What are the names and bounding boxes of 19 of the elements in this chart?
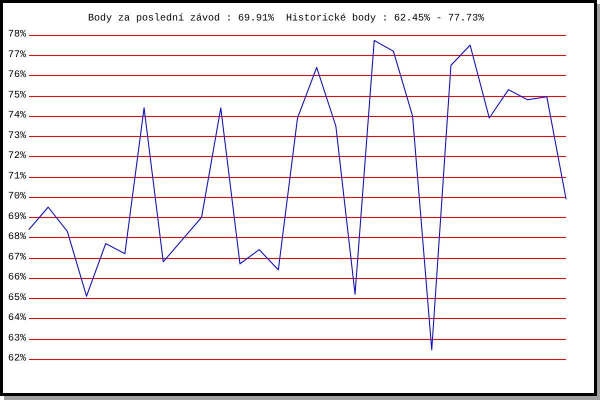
y-tick-label: 62% [8,354,26,364]
chart-title: Body za poslední závod : 69.91% Historické body : 62.45% - 77.73% [88,12,484,24]
line-series [28,40,566,350]
y-tick-label: 66% [8,272,26,284]
y-tick-label: 74% [8,110,26,122]
y-tick-label: 77% [8,50,26,61]
y-tick-label: 70% [8,192,26,202]
y-tick-label: 78% [8,30,26,40]
y-tick-label: 64% [8,313,26,324]
y-tick-label: 71% [8,171,26,182]
y-tick-label: 76% [8,70,26,81]
y-tick-label: 75% [8,90,26,102]
y-tick-label: 68% [8,232,26,243]
y-tick-label: 63% [8,333,26,344]
y-tick-label: 65% [8,292,26,304]
y-tick-label: 67% [8,252,26,264]
y-tick-label: 73% [8,130,26,142]
y-tick-label: 69% [8,212,26,223]
y-tick-label: 72% [8,151,26,162]
